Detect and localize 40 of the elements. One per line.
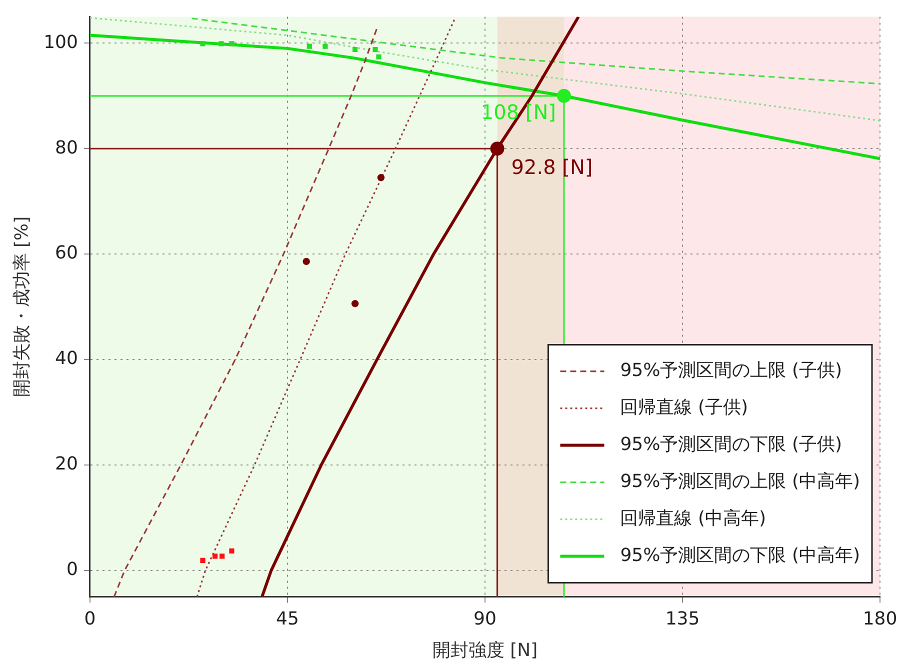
point — [376, 54, 382, 60]
y-tick-label: 20 — [55, 454, 78, 475]
legend-label: 回帰直線 (子供) — [620, 396, 748, 418]
annotation: 108 [N] — [480, 100, 556, 124]
point — [351, 300, 359, 308]
point — [372, 46, 378, 52]
point — [212, 554, 218, 559]
y-tick-label: 80 — [55, 137, 78, 158]
legend-label: 95%予測区間の下限 (中高年) — [620, 544, 860, 566]
y-tick-label: 0 — [66, 559, 78, 580]
x-tick-label: 135 — [665, 608, 700, 630]
legend-label: 95%予測区間の上限 (子供) — [620, 360, 842, 381]
x-tick-label: 0 — [84, 608, 96, 630]
point — [490, 142, 504, 156]
point — [200, 558, 206, 563]
point — [377, 174, 385, 182]
point — [229, 41, 234, 46]
point — [220, 554, 225, 559]
x-tick-label: 180 — [862, 608, 898, 630]
x-axis-title: 開封強度 [N] — [432, 640, 538, 661]
line-series — [190, 18, 880, 85]
point — [302, 258, 310, 266]
x-tick-label: 45 — [276, 608, 299, 630]
legend-label: 95%予測区間の下限 (子供) — [620, 434, 842, 455]
y-tick-label: 60 — [55, 242, 78, 264]
point — [306, 44, 312, 49]
point — [352, 46, 358, 52]
point — [229, 548, 234, 554]
point — [556, 88, 571, 103]
line-series — [196, 18, 456, 597]
line-series — [90, 17, 880, 122]
point — [200, 41, 206, 46]
x-tick-label: 90 — [474, 608, 496, 630]
y-tick-label: 40 — [55, 348, 78, 370]
point — [218, 41, 224, 46]
legend-label: 95%予測区間の上限 (中高年) — [620, 470, 860, 492]
y-axis-title: 開封失敗・成功率 [%] — [11, 216, 32, 398]
legend-label: 回帰直線 (中高年) — [620, 508, 766, 529]
y-tick-label: 100 — [44, 32, 78, 53]
point — [322, 44, 328, 49]
